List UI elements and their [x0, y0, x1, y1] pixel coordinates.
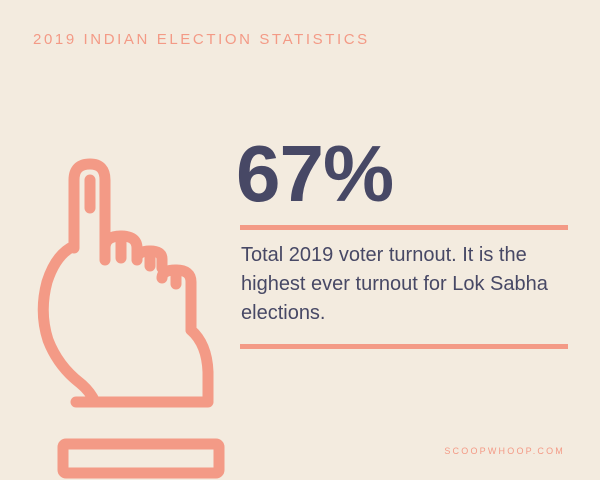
turnout-description: Total 2019 voter turnout. It is the high… [241, 244, 548, 324]
turnout-percentage: 67% [236, 129, 394, 218]
source-credit: SCOOPWHOOP.COM [444, 446, 565, 456]
divider-top [240, 225, 568, 230]
divider-bottom [240, 344, 568, 349]
page-kicker: 2019 INDIAN ELECTION STATISTICS [33, 31, 370, 48]
